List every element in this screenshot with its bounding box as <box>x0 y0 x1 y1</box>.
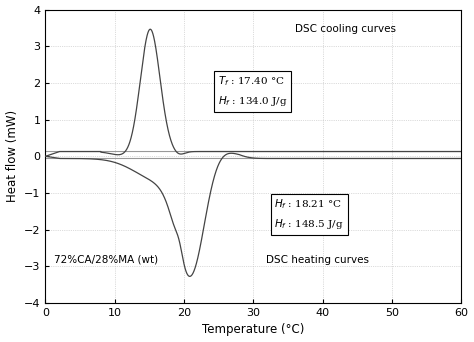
X-axis label: Temperature (°C): Temperature (°C) <box>202 324 305 337</box>
Text: DSC heating curves: DSC heating curves <box>266 255 369 265</box>
Y-axis label: Heat flow (mW): Heat flow (mW) <box>6 110 18 202</box>
Text: 72%CA/28%MA (wt): 72%CA/28%MA (wt) <box>54 255 158 265</box>
Text: $T_f$ : 17.40 °C
$H_f$ : 134.0 J/g: $T_f$ : 17.40 °C $H_f$ : 134.0 J/g <box>218 74 288 108</box>
Text: DSC cooling curves: DSC cooling curves <box>295 24 396 34</box>
Text: $H_f$ : 18.21 °C
$H_f$ : 148.5 J/g: $H_f$ : 18.21 °C $H_f$ : 148.5 J/g <box>274 197 344 231</box>
